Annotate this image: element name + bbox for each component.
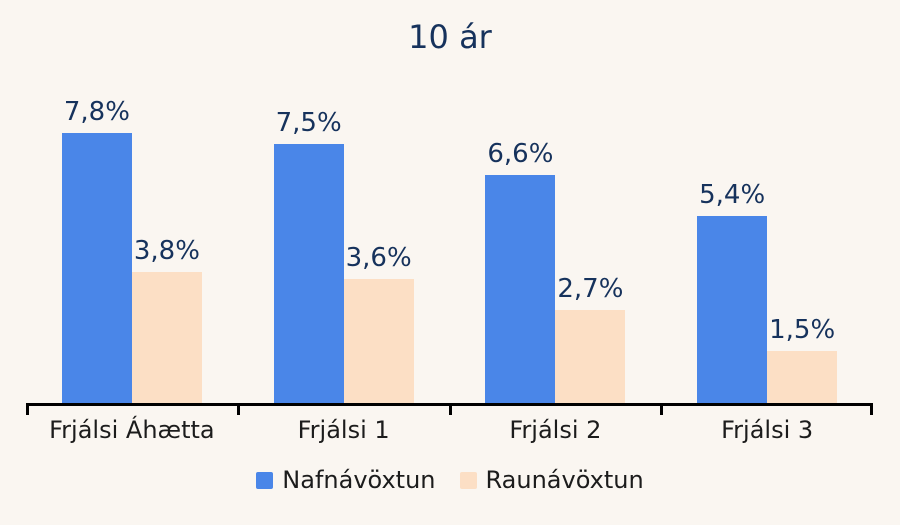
category-label: Frjálsi Áhætta [49, 416, 215, 444]
bar-value-label: 2,7% [557, 274, 624, 304]
plot-area: 7,8% 3,8% 7,5% 3,6% 6,6% 2,7% 5,4% 1,5% [26, 85, 873, 403]
bar: 2,7% [555, 274, 626, 403]
axis-tick [236, 403, 240, 415]
legend-item: Raunávöxtun [459, 466, 644, 494]
bar: 7,8% [61, 97, 132, 403]
axis-tick [660, 403, 664, 415]
legend-label: Nafnávöxtun [282, 466, 436, 494]
axis-tick [26, 403, 29, 415]
x-axis-line [26, 403, 873, 415]
category-label: Frjálsi 2 [509, 416, 602, 444]
bar: 7,5% [273, 108, 344, 403]
legend-label: Raunávöxtun [485, 466, 644, 494]
bar: 1,5% [767, 315, 838, 403]
category-label: Frjálsi 3 [721, 416, 814, 444]
axis-tick [448, 403, 452, 415]
bar: 3,6% [343, 243, 414, 403]
bar-value-label: 3,6% [345, 243, 412, 273]
bar-group: 5,4% 1,5% [661, 85, 873, 403]
bar-value-label: 5,4% [699, 180, 766, 210]
bar-value-label: 7,8% [63, 97, 130, 127]
x-axis-labels: Frjálsi Áhætta Frjálsi 1 Frjálsi 2 Frjálsi … [26, 406, 873, 444]
bar: 6,6% [485, 139, 556, 403]
bar: 3,8% [131, 236, 202, 403]
chart-title: 10 ár [408, 18, 492, 56]
bar-value-label: 7,5% [275, 108, 342, 138]
bar-value-label: 1,5% [769, 315, 836, 345]
bar-group: 7,8% 3,8% [26, 85, 238, 403]
bar-value-label: 6,6% [487, 139, 554, 169]
legend-swatch [256, 471, 274, 489]
legend: Nafnávöxtun Raunávöxtun [0, 466, 900, 494]
legend-swatch [459, 471, 477, 489]
bar-group: 7,5% 3,6% [238, 85, 450, 403]
legend-item: Nafnávöxtun [256, 466, 436, 494]
category-label: Frjálsi 1 [297, 416, 390, 444]
bar-group: 6,6% 2,7% [450, 85, 662, 403]
axis-tick [870, 403, 873, 415]
bar-value-label: 3,8% [133, 236, 200, 266]
bar: 5,4% [697, 180, 768, 403]
